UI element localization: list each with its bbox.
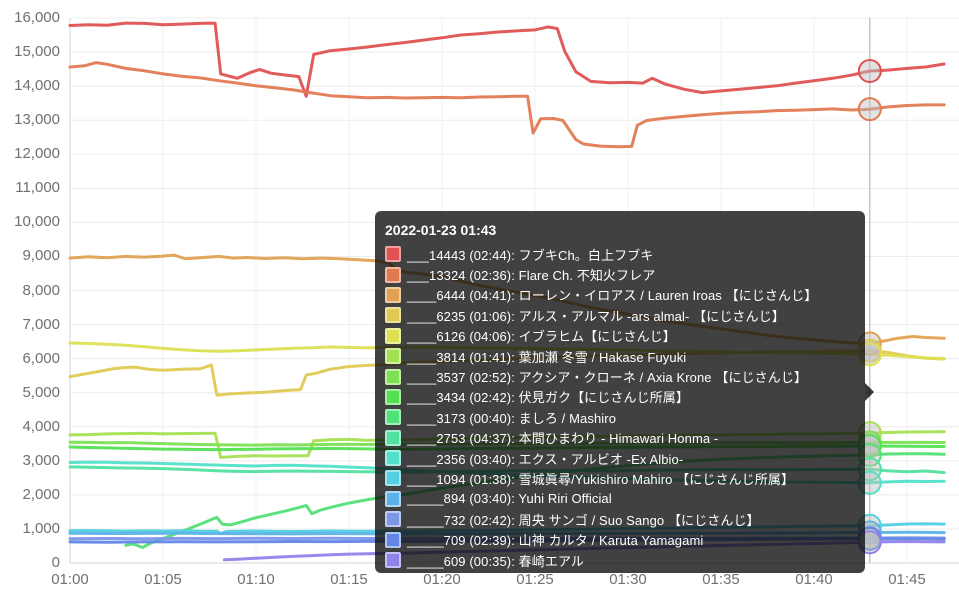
tooltip-legend: ___14443 (02:44): フブキCh。白上フブキ ___13324 (0… (385, 244, 853, 570)
x-axis-label-01:20: 01:20 (423, 571, 461, 588)
x-axis-label-01:10: 01:10 (237, 571, 275, 588)
tooltip-row-label: ____2753 (04:37): 本間ひまわり - Himawari Honm… (407, 431, 719, 447)
series-color-swatch-fushimi (385, 388, 401, 405)
tooltip-row-label: ____1094 (01:38): 雪城眞尋/Yukishiro Mahiro … (407, 471, 795, 487)
y-axis-label-16,000: 16,000 (14, 9, 60, 26)
series-color-swatch-axia (385, 368, 401, 385)
tooltip-row-ibrahim: ____6126 (04:06): イブラヒム【にじさんじ】 (385, 326, 853, 346)
y-axis-label-13,000: 13,000 (14, 111, 60, 129)
y-axis-label-12,000: 12,000 (14, 145, 60, 163)
y-axis-label-0: 0 (51, 554, 60, 571)
tooltip-row-axia: ____3537 (02:52): アクシア・クローネ / Axia Krone… (385, 366, 853, 386)
tooltip-timestamp: 2022-01-23 01:43 (385, 222, 497, 238)
y-axis-label-4,000: 4,000 (22, 417, 60, 435)
series-color-swatch-hakase (385, 348, 401, 365)
tooltip-row-label: ____3814 (01:41): 葉加瀬 冬雪 / Hakase Fuyuki (407, 349, 687, 365)
y-axis-label-9,000: 9,000 (22, 247, 60, 265)
y-axis-label-10,000: 10,000 (14, 213, 60, 231)
crosshair-marker-fubuki (857, 59, 882, 84)
tooltip-row-label: ___13324 (02:36): Flare Ch. 不知火フレア (407, 268, 656, 284)
tooltip-row-suo: _____732 (02:42): 周央 サンゴ / Suo Sango 【にじ… (385, 509, 853, 529)
series-color-swatch-harusaki (385, 552, 401, 569)
tooltip-row-fushimi: ____3434 (02:42): 伏見ガク【にじさんじ所属】 (385, 387, 853, 407)
chart-tooltip: 2022-01-23 01:43 ___14443 (02:44): フブキCh… (375, 211, 874, 573)
tooltip-row-flare: ___13324 (02:36): Flare Ch. 不知火フレア (385, 264, 853, 284)
series-color-swatch-suo (385, 511, 401, 528)
tooltip-row-label: _____609 (00:35): 春崎エアル (407, 553, 585, 569)
series-color-swatch-yuhiriri (385, 490, 401, 507)
tooltip-row-label: ____3173 (00:40): ましろ / Mashiro (407, 410, 617, 426)
x-axis-label-01:05: 01:05 (144, 571, 182, 588)
tooltip-row-ars: ____6235 (01:06): アルス・アルマル -ars almal- 【… (385, 305, 853, 325)
x-axis-label-01:45: 01:45 (888, 571, 926, 588)
y-axis-label-7,000: 7,000 (22, 315, 60, 333)
y-axis-label-8,000: 8,000 (22, 281, 60, 299)
crosshair-marker-flare (857, 97, 882, 122)
tooltip-row-label: _____894 (03:40): Yuhi Riri Official (407, 491, 612, 507)
series-color-swatch-ars (385, 307, 401, 324)
series-color-swatch-lauren (385, 286, 401, 303)
y-axis-label-6,000: 6,000 (22, 349, 60, 367)
tooltip-row-fubuki: ___14443 (02:44): フブキCh。白上フブキ (385, 244, 853, 264)
x-axis-label-01:25: 01:25 (516, 571, 554, 588)
x-axis-label-01:00: 01:00 (51, 571, 89, 588)
tooltip-row-label: ____2356 (03:40): エクス・アルビオ -Ex Albio- (407, 451, 684, 467)
series-color-swatch-flare (385, 266, 401, 283)
x-axis-label-01:35: 01:35 (702, 571, 740, 588)
series-color-swatch-karuta (385, 531, 401, 548)
series-color-swatch-ibrahim (385, 327, 401, 344)
tooltip-row-mashiro: ____3173 (00:40): ましろ / Mashiro (385, 407, 853, 427)
series-color-swatch-mashiro (385, 409, 401, 426)
tooltip-row-mahiro: ____1094 (01:38): 雪城眞尋/Yukishiro Mahiro … (385, 468, 853, 488)
y-axis-label-15,000: 15,000 (14, 43, 60, 61)
tooltip-row-exalbio: ____2356 (03:40): エクス・アルビオ -Ex Albio- (385, 448, 853, 468)
tooltip-row-label: ___14443 (02:44): フブキCh。白上フブキ (407, 247, 654, 263)
y-axis-label-14,000: 14,000 (14, 77, 60, 95)
x-axis-label-01:30: 01:30 (609, 571, 647, 588)
x-axis-label-01:40: 01:40 (795, 571, 833, 588)
tooltip-row-label: ____3537 (02:52): アクシア・クローネ / Axia Krone… (407, 370, 808, 386)
y-axis-label-1,000: 1,000 (22, 519, 60, 537)
y-axis-label-11,000: 11,000 (15, 179, 60, 197)
y-axis-label-2,000: 2,000 (22, 485, 60, 503)
tooltip-row-hakase: ____3814 (01:41): 葉加瀬 冬雪 / Hakase Fuyuki (385, 346, 853, 366)
tooltip-row-harusaki: _____609 (00:35): 春崎エアル (385, 550, 853, 570)
y-axis-label-3,000: 3,000 (22, 451, 60, 469)
tooltip-row-label: ____3434 (02:42): 伏見ガク【にじさんじ所属】 (407, 390, 689, 406)
tooltip-row-lauren: ____6444 (04:41): ローレン・イロアス / Lauren Iro… (385, 285, 853, 305)
tooltip-pointer-arrow (865, 383, 874, 401)
tooltip-row-label: _____732 (02:42): 周央 サンゴ / Suo Sango 【にじ… (407, 512, 760, 528)
series-color-swatch-mahiro (385, 470, 401, 487)
tooltip-row-label: ____6444 (04:41): ローレン・イロアス / Lauren Iro… (407, 288, 818, 304)
series-color-swatch-exalbio (385, 450, 401, 467)
series-line-fubuki[interactable] (68, 21, 946, 98)
tooltip-row-label: ____6126 (04:06): イブラヒム【にじさんじ】 (407, 329, 676, 345)
tooltip-row-yuhiriri: _____894 (03:40): Yuhi Riri Official (385, 489, 853, 509)
tooltip-row-karuta: _____709 (02:39): 山神 カルタ / Karuta Yamaga… (385, 529, 853, 549)
y-axis-label-5,000: 5,000 (22, 383, 60, 401)
series-line-flare[interactable] (68, 61, 946, 149)
tooltip-row-himawari: ____2753 (04:37): 本間ひまわり - Himawari Honm… (385, 428, 853, 448)
tooltip-row-label: _____709 (02:39): 山神 カルタ / Karuta Yamaga… (407, 533, 704, 549)
series-color-swatch-fubuki (385, 246, 401, 263)
series-color-swatch-himawari (385, 429, 401, 446)
x-axis-label-01:15: 01:15 (330, 571, 368, 588)
tooltip-row-label: ____6235 (01:06): アルス・アルマル -ars almal- 【… (407, 308, 785, 324)
